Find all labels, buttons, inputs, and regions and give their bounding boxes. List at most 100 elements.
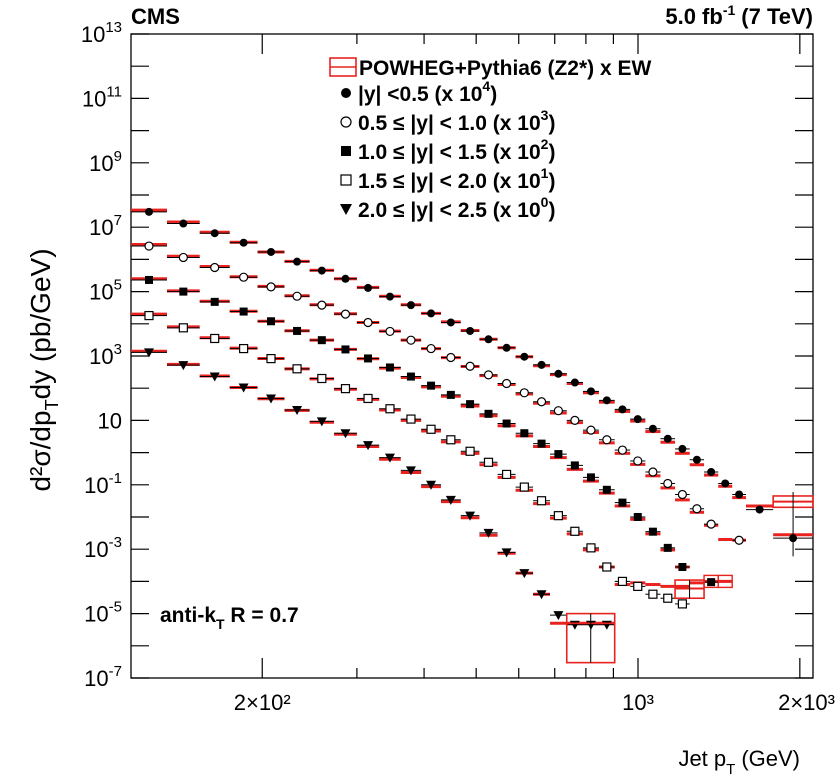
legend-marker — [341, 88, 351, 98]
legend-theory: POWHEG+Pythia6 (Z2*) x EW — [329, 57, 651, 80]
legend-entry-label: 2.0 ≤ |y| < 2.5 (x 100) — [358, 194, 555, 222]
data-point — [553, 511, 563, 521]
data-point — [570, 378, 579, 387]
data-point — [317, 300, 327, 310]
legend-marker — [340, 174, 352, 186]
data-point — [210, 333, 220, 344]
data-point — [341, 345, 350, 354]
data-point — [427, 381, 436, 390]
data-point — [446, 352, 456, 363]
data-point — [406, 372, 415, 381]
data-point — [178, 323, 188, 333]
series-3 — [131, 275, 733, 589]
y-tick-label: 10 — [98, 408, 122, 433]
data-point — [502, 419, 511, 428]
data-point — [426, 480, 437, 490]
y-tick-label: 1011 — [82, 83, 122, 111]
data-point — [483, 457, 494, 467]
data-point — [210, 297, 219, 306]
data-point — [678, 444, 687, 453]
legend-entries: |y| <0.5 (x 104)0.5 ≤ |y| < 1.0 (x 103)1… — [340, 78, 555, 222]
data-point — [364, 283, 373, 292]
data-point — [406, 414, 416, 424]
data-point — [586, 543, 596, 553]
data-point — [385, 326, 395, 337]
data-point — [144, 241, 154, 251]
data-point — [406, 301, 415, 310]
data-point — [677, 599, 687, 609]
data-point — [633, 581, 643, 591]
data-point — [465, 361, 475, 371]
data-point — [553, 611, 564, 621]
data-point — [426, 343, 436, 354]
data-point — [678, 563, 687, 572]
data-point — [292, 364, 302, 374]
data-point — [483, 528, 494, 538]
y-tick-label: 103 — [89, 341, 122, 369]
data-point — [143, 348, 154, 358]
axis-ticks — [131, 33, 813, 679]
data-point — [267, 317, 276, 326]
y-tick-labels: 1013 1011 109 107 105 103 10 10-1 10-3 10-5 10-7 — [81, 19, 122, 691]
data-point — [677, 489, 687, 500]
data-point — [536, 496, 547, 506]
legend-theory-label: POWHEG+Pythia6 (Z2*) x EW — [359, 57, 651, 80]
x-tick-labels: 2×10² 10³ 2×10³ — [234, 690, 835, 715]
data-point — [519, 482, 529, 492]
data-point — [663, 593, 673, 603]
data-point — [663, 434, 672, 443]
data-point — [483, 370, 494, 380]
data-point — [586, 425, 596, 435]
data-point — [633, 415, 642, 424]
data-point — [267, 247, 276, 256]
data-point — [179, 287, 188, 296]
data-point — [445, 495, 456, 505]
data-point — [210, 262, 220, 273]
data-point — [554, 450, 563, 459]
data-point — [385, 363, 394, 372]
series-4 — [131, 310, 690, 609]
data-point — [144, 207, 153, 216]
data-point — [706, 519, 716, 529]
data-point — [266, 394, 277, 404]
y-tick-label: 10-3 — [84, 534, 122, 562]
data-point — [537, 439, 546, 448]
data-point — [340, 429, 351, 439]
data-point — [427, 309, 436, 318]
data-point — [554, 369, 563, 378]
data-point — [484, 409, 493, 418]
data-point — [692, 455, 701, 464]
data-point — [570, 461, 579, 470]
data-point — [519, 388, 529, 398]
data-point — [210, 229, 219, 238]
data-point — [735, 490, 744, 499]
data-point — [648, 527, 657, 536]
data-point — [502, 343, 511, 352]
y-axis-title: d²σ/dpTdy (pb/GeV) — [25, 248, 62, 491]
data-point — [144, 310, 154, 321]
data-point — [446, 390, 455, 399]
data-point — [317, 266, 326, 275]
data-point — [520, 429, 529, 438]
data-point — [707, 578, 716, 587]
data-point — [266, 282, 276, 292]
data-point — [446, 318, 455, 327]
data-point — [239, 307, 248, 316]
data-point — [520, 352, 529, 361]
series-5 — [131, 348, 615, 630]
data-point — [602, 562, 612, 572]
data-point — [178, 361, 189, 371]
data-point — [602, 396, 611, 405]
data-point — [484, 335, 493, 344]
data-point — [266, 354, 276, 364]
data-point — [536, 397, 547, 407]
x-axis-title: Jet pT (GeV) — [678, 746, 800, 778]
data-point — [385, 404, 395, 414]
data-point — [341, 274, 350, 283]
data-point — [537, 360, 546, 369]
legend-entry-label: 1.0 ≤ |y| < 1.5 (x 102) — [358, 136, 555, 164]
data-point — [648, 589, 658, 599]
data-point — [178, 252, 188, 263]
data-point — [363, 393, 373, 404]
